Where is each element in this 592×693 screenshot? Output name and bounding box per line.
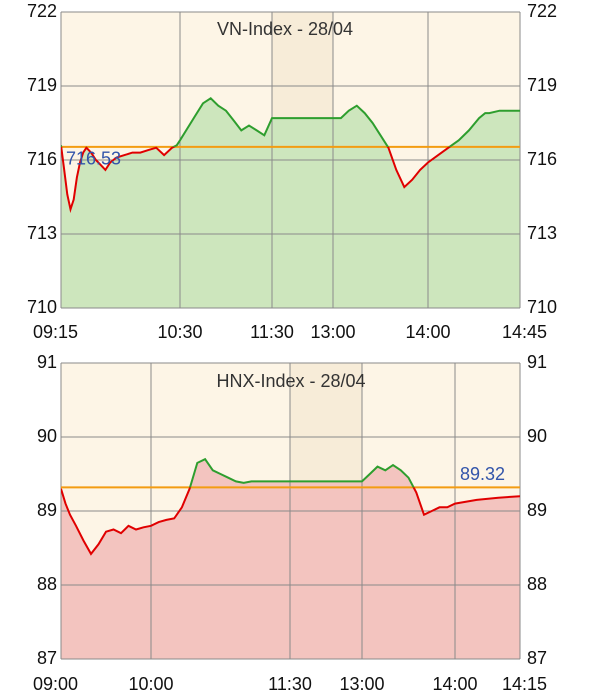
y-tick-label-left: 716 [27, 149, 57, 169]
y-tick-label-right: 710 [527, 297, 557, 317]
y-tick-label-left: 719 [27, 75, 57, 95]
series-line-down [61, 487, 520, 556]
x-tick-label: 13:00 [339, 674, 384, 693]
chart-title: HNX-Index - 28/04 [216, 371, 365, 391]
series-line-down [61, 146, 452, 214]
chart-panel-0: VN-Index - 28/04 716.53 710 710 713 713 716 716… [27, 1, 557, 342]
y-tick-label-left: 91 [37, 352, 57, 372]
y-tick-label-right: 91 [527, 352, 547, 372]
y-tick-label-left: 89 [37, 500, 57, 520]
x-tick-label: 14:45 [502, 322, 547, 342]
series-area [61, 98, 520, 308]
x-tick-label: 13:00 [310, 322, 355, 342]
series-line-up [188, 457, 415, 488]
x-tick-label: 11:30 [268, 674, 312, 693]
x-tick-label: 14:00 [405, 322, 450, 342]
y-tick-label-left: 90 [37, 426, 57, 446]
chart-panel-1: HNX-Index - 28/04 89.32 87 87 88 88 89 89 90 90 91… [33, 352, 547, 693]
x-tick-label: 14:15 [502, 674, 547, 693]
x-tick-label: 11:30 [250, 322, 294, 342]
x-tick-label: 09:15 [33, 322, 78, 342]
y-tick-label-right: 716 [527, 149, 557, 169]
y-tick-label-left: 87 [37, 648, 57, 668]
y-tick-label-right: 90 [527, 426, 547, 446]
y-tick-label-left: 713 [27, 223, 57, 243]
reference-label: 716.53 [66, 149, 121, 169]
series-line-up [61, 97, 520, 147]
y-tick-label-left: 88 [37, 574, 57, 594]
x-tick-label: 10:30 [157, 322, 202, 342]
x-tick-label: 09:00 [33, 674, 78, 693]
y-tick-label-right: 713 [527, 223, 557, 243]
chart-title: VN-Index - 28/04 [217, 19, 353, 39]
y-tick-label-right: 722 [527, 1, 557, 21]
y-tick-label-left: 722 [27, 1, 57, 21]
x-tick-label: 14:00 [432, 674, 477, 693]
y-tick-label-left: 710 [27, 297, 57, 317]
x-tick-label: 10:00 [128, 674, 173, 693]
y-tick-label-right: 719 [527, 75, 557, 95]
y-tick-label-right: 87 [527, 648, 547, 668]
reference-label: 89.32 [460, 464, 505, 484]
y-tick-label-right: 89 [527, 500, 547, 520]
y-tick-label-right: 88 [527, 574, 547, 594]
